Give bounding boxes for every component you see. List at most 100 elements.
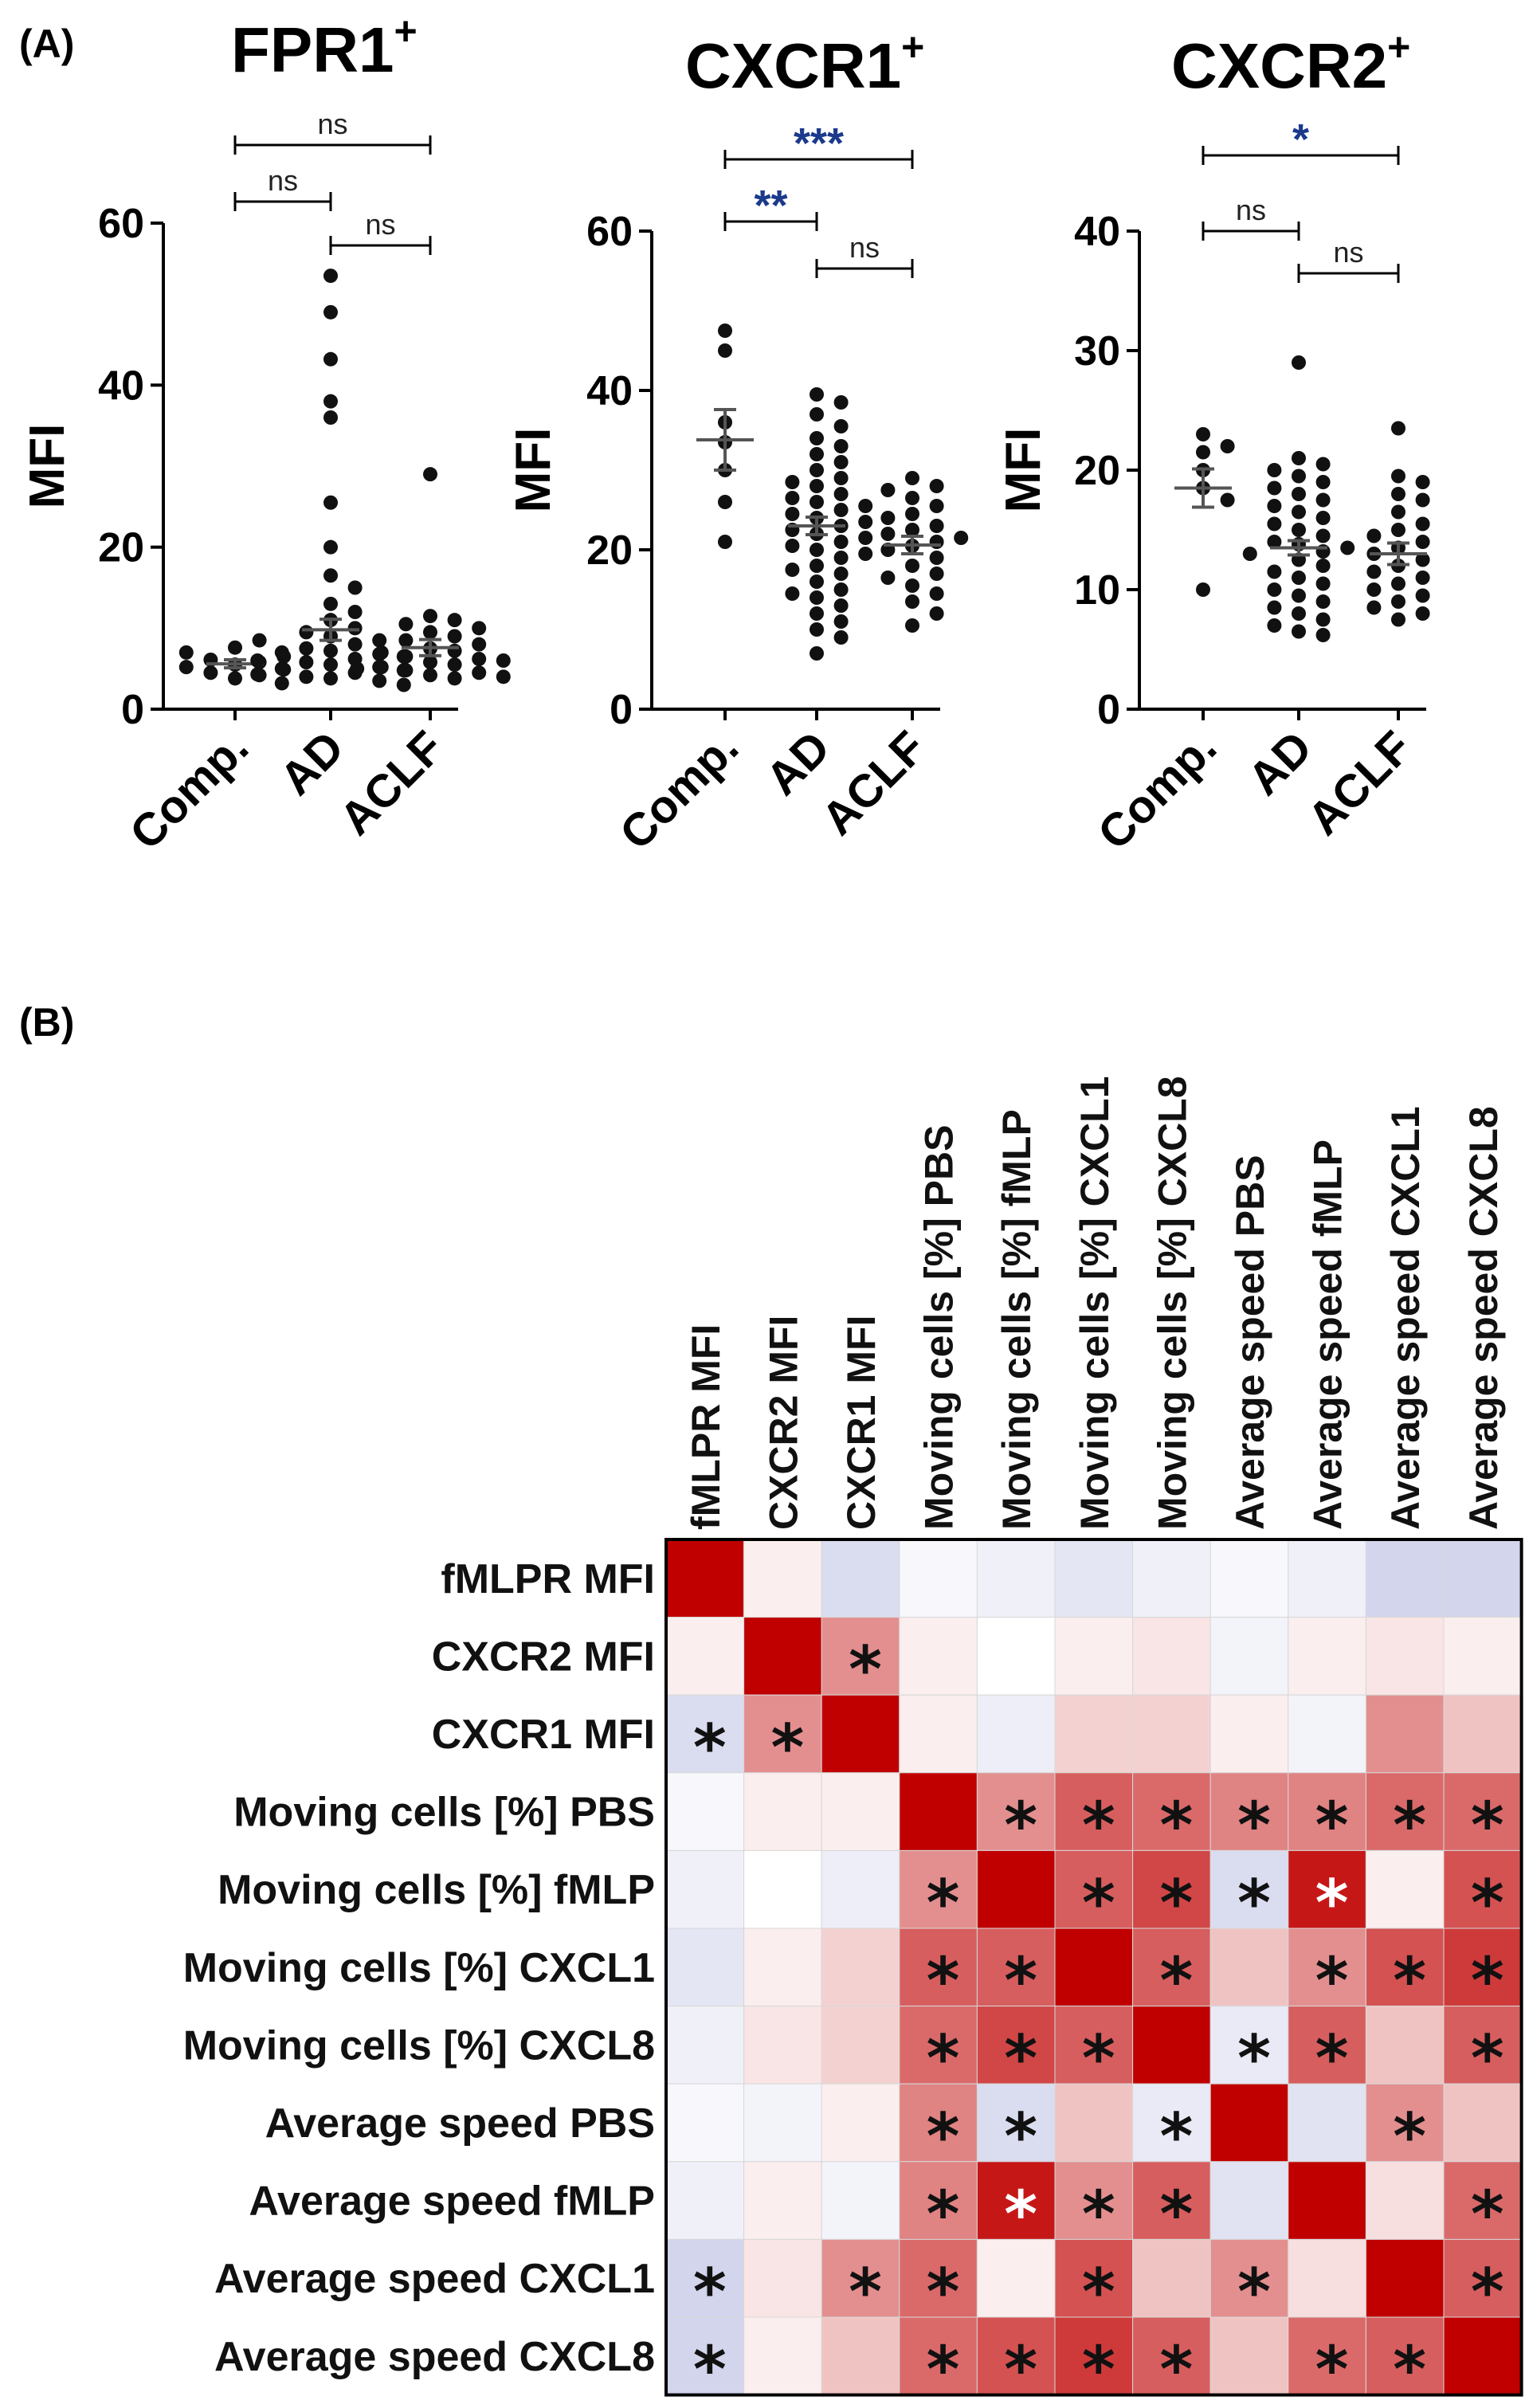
data-point bbox=[496, 669, 511, 684]
heatmap-row-label: Moving cells [%] CXCL1 bbox=[183, 1945, 655, 1991]
heatmap-cell bbox=[821, 2238, 900, 2318]
heatmap-cell bbox=[1443, 1617, 1523, 1696]
group-ad bbox=[1242, 355, 1355, 642]
data-point bbox=[1196, 427, 1210, 441]
data-point bbox=[1315, 594, 1331, 609]
significance-star: * bbox=[1004, 1944, 1037, 2018]
heatmap-cell bbox=[1132, 1694, 1211, 1774]
data-point bbox=[810, 543, 824, 557]
heatmap-column-label: Average speed fMLP bbox=[1306, 1139, 1351, 1530]
heatmap-cell bbox=[1365, 1928, 1445, 2007]
data-point bbox=[347, 621, 363, 636]
data-point bbox=[347, 580, 363, 595]
significance-bracket: ns bbox=[329, 208, 432, 255]
heatmap-cell bbox=[1209, 1849, 1289, 1929]
significance-star: * bbox=[927, 2022, 960, 2096]
data-point bbox=[954, 531, 969, 545]
heatmap-column-label: Average speed CXCL1 bbox=[1383, 1106, 1428, 1530]
heatmap-cell bbox=[821, 1772, 900, 1851]
significance-star: * bbox=[1471, 2177, 1504, 2251]
heatmap-column-label: Moving cells [%] CXCL1 bbox=[1072, 1076, 1117, 1530]
data-point bbox=[1391, 469, 1405, 484]
heatmap-cell bbox=[743, 2083, 822, 2163]
data-point bbox=[398, 649, 414, 664]
heatmap-cell bbox=[1365, 1617, 1445, 1696]
data-point bbox=[905, 523, 919, 537]
heatmap-cell bbox=[743, 1928, 822, 2007]
heatmap-row-label: Average speed PBS bbox=[265, 2100, 655, 2147]
panel-a-label: (A) bbox=[19, 22, 74, 66]
heatmap-cell bbox=[1288, 1539, 1366, 1618]
data-point bbox=[880, 483, 896, 497]
y-tick-label: 0 bbox=[610, 687, 633, 733]
heatmap-cell bbox=[665, 1617, 745, 1696]
data-point bbox=[1292, 523, 1306, 537]
data-point bbox=[1366, 600, 1382, 615]
y-tick-label: 30 bbox=[1074, 328, 1120, 375]
significance-star: * bbox=[693, 1711, 727, 1785]
heatmap-row-label: fMLPR MFI bbox=[441, 1556, 655, 1602]
y-axis-label: MFI bbox=[20, 424, 75, 509]
heatmap-cell bbox=[1209, 1694, 1289, 1774]
significance-star: * bbox=[1393, 1944, 1426, 2018]
data-point bbox=[323, 410, 338, 425]
data-point bbox=[858, 547, 873, 561]
heatmap-cell bbox=[1288, 1772, 1366, 1851]
data-point bbox=[323, 539, 338, 555]
data-point bbox=[1292, 355, 1306, 370]
data-point bbox=[929, 567, 944, 581]
chart-title: CXCR2+ bbox=[1171, 25, 1410, 101]
data-point bbox=[929, 586, 944, 601]
data-point bbox=[423, 655, 437, 670]
data-point bbox=[880, 511, 896, 525]
heatmap-column-label: Average speed PBS bbox=[1228, 1155, 1272, 1530]
data-point bbox=[472, 665, 487, 680]
heatmap-column-label: Average speed CXCL8 bbox=[1461, 1106, 1506, 1530]
heatmap-cell bbox=[1054, 2006, 1134, 2084]
title-superscript: + bbox=[1387, 25, 1410, 69]
data-point bbox=[1315, 576, 1331, 591]
data-point bbox=[347, 637, 363, 652]
significance-star: * bbox=[1393, 1788, 1426, 1862]
data-point bbox=[929, 479, 944, 493]
data-point bbox=[1292, 469, 1306, 484]
heatmap-cell bbox=[899, 2161, 978, 2240]
heatmap-cell bbox=[665, 2006, 745, 2084]
significance-bracket: ns bbox=[233, 164, 332, 211]
data-point bbox=[810, 447, 824, 461]
heatmap-cell bbox=[1132, 1617, 1211, 1696]
heatmap-cell bbox=[1054, 2161, 1134, 2240]
significance-bracket: *** bbox=[723, 120, 914, 169]
heatmap-cell bbox=[1288, 2083, 1366, 2163]
significance-star: * bbox=[927, 2177, 960, 2251]
data-point bbox=[1315, 511, 1331, 525]
heatmap-cell bbox=[1443, 1539, 1523, 1618]
data-point bbox=[1267, 480, 1282, 496]
data-point bbox=[323, 394, 338, 409]
significance-label: ns bbox=[317, 108, 347, 140]
significance-star: * bbox=[1004, 2022, 1037, 2096]
heatmap-cell bbox=[1054, 2316, 1134, 2396]
heatmap-cell bbox=[743, 2161, 822, 2240]
y-tick-label: 20 bbox=[586, 527, 633, 574]
data-point bbox=[323, 596, 338, 611]
heatmap-cell bbox=[1054, 1694, 1134, 1774]
heatmap-cell bbox=[743, 2006, 822, 2084]
data-point bbox=[1415, 606, 1430, 621]
data-point bbox=[374, 645, 389, 660]
data-point bbox=[810, 407, 824, 422]
heatmap-cell bbox=[1132, 2083, 1211, 2163]
significance-star: * bbox=[770, 1711, 804, 1785]
significance-star: * bbox=[1315, 1944, 1349, 2018]
data-point bbox=[372, 673, 387, 688]
data-point bbox=[274, 645, 289, 660]
heatmap-cell bbox=[665, 1928, 745, 2007]
data-point bbox=[905, 618, 919, 633]
significance-label: * bbox=[1292, 116, 1309, 163]
data-point bbox=[1340, 540, 1355, 555]
heatmap-cell bbox=[1288, 1928, 1366, 2007]
data-point bbox=[1292, 487, 1306, 501]
significance-star: * bbox=[1237, 1866, 1271, 1940]
y-axis-label: MFI bbox=[506, 428, 561, 513]
significance-label: ns bbox=[1236, 194, 1266, 226]
